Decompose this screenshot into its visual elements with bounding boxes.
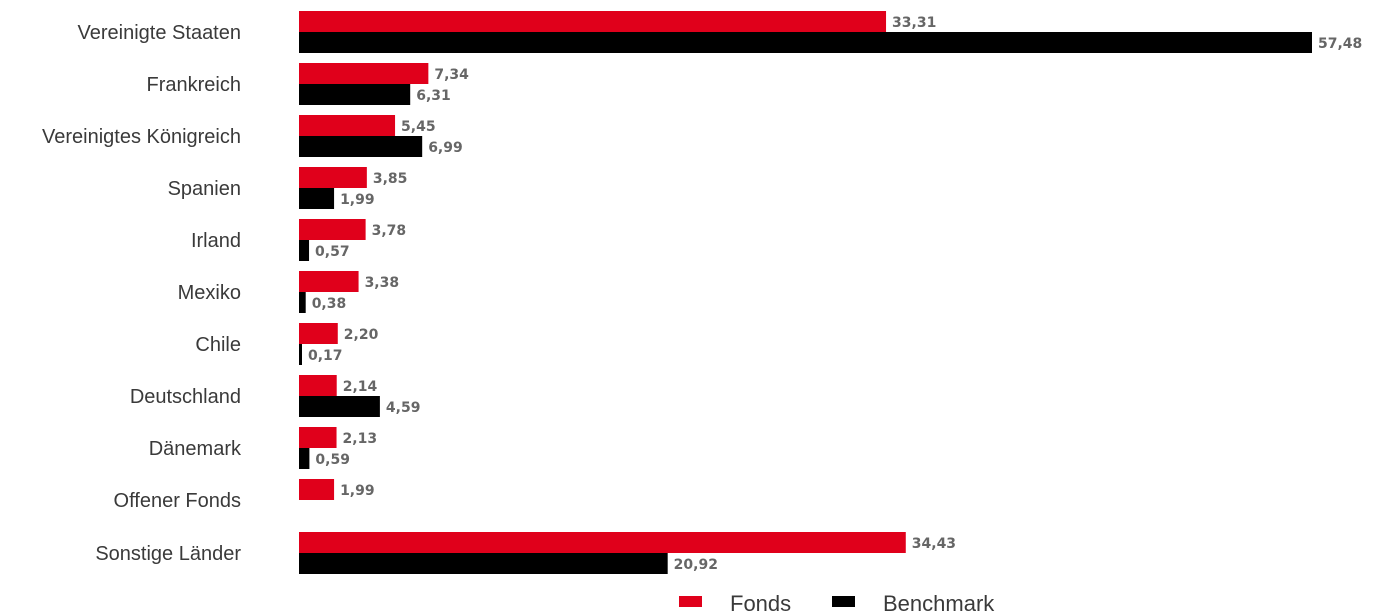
value-label-fonds-vereinigte-staaten: 33,31: [892, 15, 936, 31]
bar-benchmark-vereinigte-staaten: [299, 32, 1312, 53]
bar-benchmark-deutschland: [299, 396, 380, 417]
category-labels: Vereinigte Staaten Frankreich Vereinigtes …: [42, 22, 242, 565]
value-label-benchmark-daenemark: 0,59: [315, 452, 350, 468]
value-label-benchmark-spanien: 1,99: [340, 192, 375, 208]
value-label-fonds-chile: 2,20: [344, 327, 379, 343]
value-label-fonds-sonstige-laender: 34,43: [912, 536, 956, 552]
value-label-fonds-offener-fonds: 1,99: [340, 483, 375, 499]
bar-benchmark-sonstige-laender: [299, 553, 668, 574]
bar-fonds-vereinigte-staaten: [299, 11, 887, 32]
category-label-daenemark: Dänemark: [149, 438, 242, 460]
value-label-fonds-mexiko: 3,38: [365, 275, 400, 291]
legend-swatch-benchmark: [832, 596, 855, 607]
value-label-benchmark-vereinigtes-koenigreich: 6,99: [428, 140, 463, 156]
value-label-fonds-deutschland: 2,14: [343, 379, 378, 395]
legend-label-benchmark: Benchmark: [883, 591, 995, 613]
value-label-benchmark-vereinigte-staaten: 57,48: [1318, 36, 1362, 52]
value-label-benchmark-mexiko: 0,38: [312, 296, 347, 312]
category-label-spanien: Spanien: [168, 178, 241, 200]
bar-fonds-deutschland: [299, 375, 337, 396]
bar-benchmark-mexiko: [299, 292, 306, 313]
bars: [299, 11, 1312, 574]
legend: Fonds Benchmark: [679, 591, 995, 613]
bar-benchmark-irland: [299, 240, 310, 261]
category-label-deutschland: Deutschland: [130, 386, 241, 408]
value-label-fonds-daenemark: 2,13: [343, 431, 378, 447]
value-label-fonds-frankreich: 7,34: [434, 67, 469, 83]
value-label-fonds-irland: 3,78: [372, 223, 407, 239]
bar-fonds-irland: [299, 219, 366, 240]
value-label-benchmark-irland: 0,57: [315, 244, 350, 260]
value-label-fonds-spanien: 3,85: [373, 171, 408, 187]
bar-benchmark-chile: [299, 344, 302, 365]
bar-fonds-spanien: [299, 167, 367, 188]
bar-benchmark-vereinigtes-koenigreich: [299, 136, 423, 157]
value-label-fonds-vereinigtes-koenigreich: 5,45: [401, 119, 436, 135]
bar-fonds-daenemark: [299, 427, 337, 448]
category-label-irland: Irland: [191, 230, 241, 252]
value-labels: 33,31 57,48 7,34 6,31 5,45 6,99 3,85 1,99 3,78 0,…: [308, 15, 1362, 573]
bar-fonds-vereinigtes-koenigreich: [299, 115, 396, 136]
category-label-mexiko: Mexiko: [178, 282, 241, 304]
value-label-benchmark-sonstige-laender: 20,92: [674, 557, 718, 573]
category-label-chile: Chile: [195, 334, 241, 356]
bar-fonds-chile: [299, 323, 338, 344]
value-label-benchmark-deutschland: 4,59: [386, 400, 421, 416]
bar-fonds-sonstige-laender: [299, 532, 906, 553]
bar-fonds-mexiko: [299, 271, 359, 292]
legend-swatch-fonds: [679, 596, 702, 607]
category-label-sonstige-laender: Sonstige Länder: [95, 543, 241, 565]
bar-fonds-frankreich: [299, 63, 429, 84]
bar-benchmark-daenemark: [299, 448, 310, 469]
category-label-vereinigtes-koenigreich: Vereinigtes Königreich: [42, 126, 241, 148]
bar-benchmark-frankreich: [299, 84, 411, 105]
legend-label-fonds: Fonds: [730, 591, 791, 613]
category-label-vereinigte-staaten: Vereinigte Staaten: [78, 22, 241, 44]
value-label-benchmark-frankreich: 6,31: [416, 88, 451, 104]
value-label-benchmark-chile: 0,17: [308, 348, 343, 364]
bar-fonds-offener-fonds: [299, 479, 335, 500]
category-label-offener-fonds: Offener Fonds: [114, 490, 241, 512]
bar-benchmark-spanien: [299, 188, 335, 209]
category-label-frankreich: Frankreich: [147, 74, 241, 96]
